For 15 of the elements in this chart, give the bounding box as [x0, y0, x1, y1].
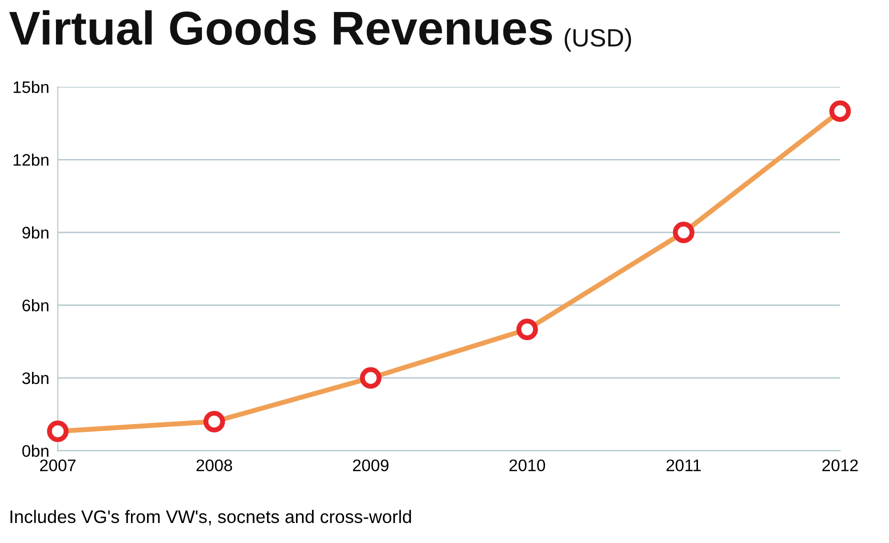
x-tick-label: 2011 — [666, 459, 701, 472]
text: Includes VG's from VW's, socnets and cross-world — [10, 510, 411, 526]
y-tick-label: 15bn — [14, 80, 48, 94]
y-tick-label: 3bn — [22, 372, 48, 384]
x-tick-label: 2007 — [40, 459, 76, 472]
y-tick-label: 0bn — [22, 444, 48, 457]
y-tick-label: 6bn — [22, 299, 48, 312]
y-tick-label: 12bn — [14, 154, 48, 166]
chart-subtitle: (USD) — [564, 28, 632, 52]
x-tick-label: 2008 — [196, 459, 232, 472]
x-tick-label: 2009 — [353, 459, 388, 472]
x-tick-label: 2010 — [509, 459, 546, 472]
x-tick-label: 2012 — [822, 459, 858, 472]
chart-title: Virtual Goods Revenues — [9, 10, 552, 45]
y-tick-label: 9bn — [22, 226, 48, 239]
